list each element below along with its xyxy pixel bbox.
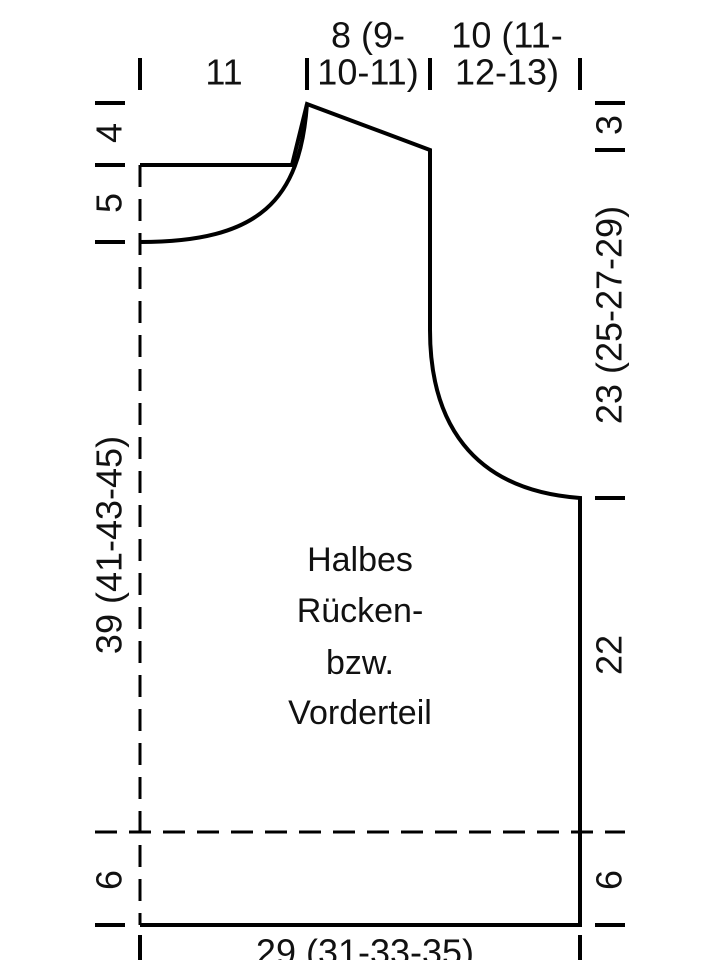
dim-label: 29 (31-33-35) (256, 932, 474, 960)
dim-label: 4 (89, 123, 130, 143)
piece-label-line: bzw. (326, 644, 394, 682)
piece-label-line: Vorderteil (288, 694, 432, 732)
dim-label: 11 (205, 52, 242, 93)
dim-label: 3 (589, 115, 630, 135)
dim-label: 39 (41-43-45) (89, 436, 130, 654)
dim-label: 23 (25-27-29) (589, 206, 630, 424)
piece-label-line: Halbes (307, 541, 413, 579)
dim-label: 8 (9- (331, 15, 405, 56)
dim-label: 10-11) (317, 52, 418, 93)
piece-label-line: Rücken- (297, 592, 424, 630)
ticks (95, 58, 625, 960)
dim-label: 22 (589, 635, 630, 675)
dim-label: 6 (589, 870, 630, 890)
dim-label: 12-13) (455, 52, 559, 93)
dim-label: 5 (89, 193, 130, 213)
dim-label: 6 (89, 870, 130, 890)
piece-label: Halbes Rücken- bzw. Vorderteil (288, 541, 432, 732)
dim-label: 10 (11- (451, 15, 562, 56)
outline (95, 101, 625, 927)
